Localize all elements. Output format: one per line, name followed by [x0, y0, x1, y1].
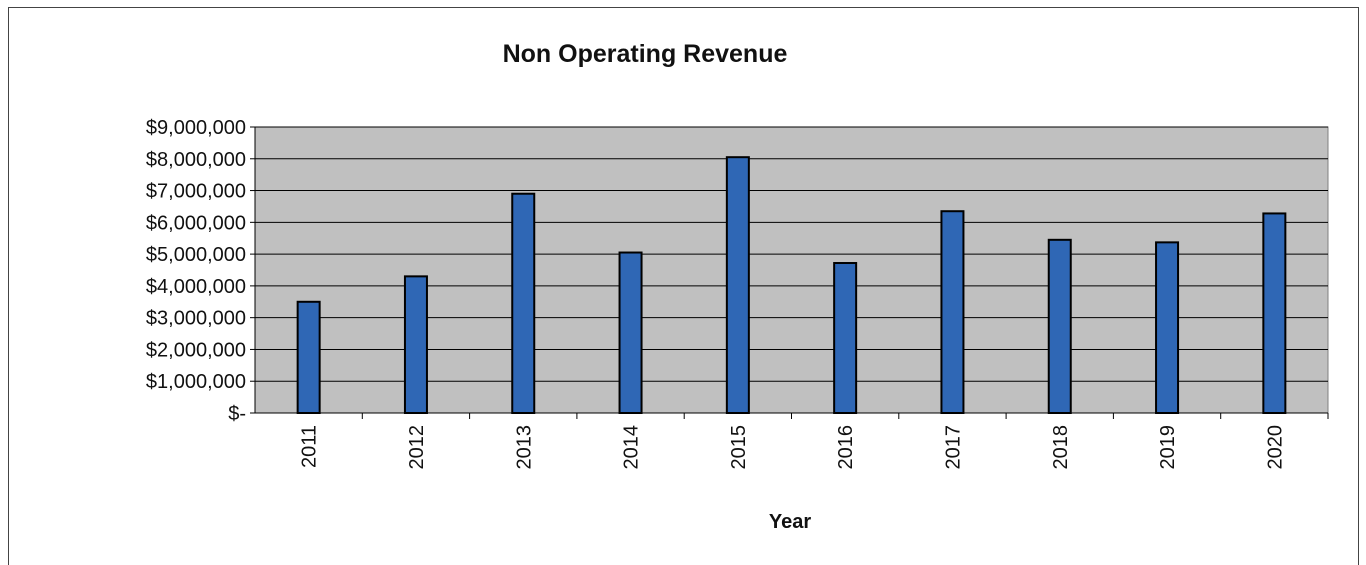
bar: [940, 210, 965, 414]
y-tick-label: $1,000,000: [146, 371, 246, 393]
y-tick-label: $4,000,000: [146, 276, 246, 298]
x-tick-label: 2019: [1157, 425, 1179, 470]
bar: [1047, 238, 1072, 414]
bar: [511, 192, 536, 414]
y-tick-label: $8,000,000: [146, 149, 246, 171]
x-tick-label: 2015: [728, 425, 750, 470]
chart-title: Non Operating Revenue: [503, 40, 788, 68]
x-tick-label: 2011: [299, 425, 321, 468]
x-tick-label: 2013: [513, 425, 535, 470]
bar: [403, 275, 428, 414]
y-tick-label: $7,000,000: [146, 181, 246, 203]
y-tick-label: $6,000,000: [146, 212, 246, 234]
bar: [1262, 212, 1287, 414]
x-tick-label: 2014: [621, 425, 643, 470]
bar: [833, 262, 858, 414]
x-tick-label: 2017: [942, 425, 964, 470]
x-tick-label: 2012: [406, 425, 428, 470]
y-tick-label: $-: [228, 403, 246, 425]
bar: [1155, 241, 1180, 414]
y-tick-label: $2,000,000: [146, 339, 246, 361]
y-tick-label: $5,000,000: [146, 244, 246, 266]
x-tick-label: 2018: [1050, 425, 1072, 470]
bar: [618, 251, 643, 414]
bar: [296, 300, 321, 414]
x-tick-label: 2020: [1264, 425, 1286, 470]
y-tick-label: $3,000,000: [146, 308, 246, 330]
plot-area: [254, 126, 1329, 414]
x-axis-label: Year: [769, 511, 811, 533]
y-tick-label: $9,000,000: [146, 117, 246, 139]
bar: [725, 156, 750, 414]
x-tick-label: 2016: [835, 425, 857, 470]
